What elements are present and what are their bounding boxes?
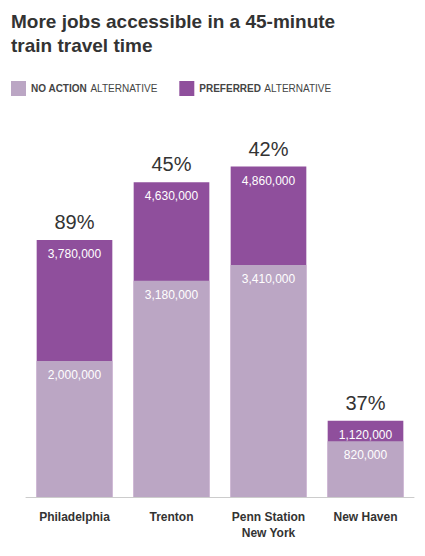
svg-text:PREFERRED: PREFERRED: [199, 83, 261, 94]
svg-text:4,630,000: 4,630,000: [145, 189, 199, 203]
svg-text:3,180,000: 3,180,000: [145, 288, 199, 302]
svg-text:More jobs accessible in a 45-m: More jobs accessible in a 45-minute: [11, 11, 335, 32]
svg-text:NO ACTION: NO ACTION: [31, 83, 87, 94]
svg-text:New Haven: New Haven: [333, 510, 397, 524]
svg-text:Trenton: Trenton: [150, 510, 194, 524]
svg-text:2,000,000: 2,000,000: [48, 368, 102, 382]
svg-text:45%: 45%: [151, 153, 191, 175]
svg-text:3,780,000: 3,780,000: [48, 247, 102, 261]
svg-text:Penn Station: Penn Station: [232, 510, 305, 524]
svg-text:ALTERNATIVE: ALTERNATIVE: [264, 83, 331, 94]
svg-text:4,860,000: 4,860,000: [242, 174, 296, 188]
svg-text:1,120,000: 1,120,000: [339, 428, 393, 442]
svg-text:New York: New York: [242, 526, 296, 540]
svg-text:Philadelphia: Philadelphia: [39, 510, 110, 524]
svg-text:3,410,000: 3,410,000: [242, 272, 296, 286]
svg-text:ALTERNATIVE: ALTERNATIVE: [90, 83, 157, 94]
svg-text:37%: 37%: [345, 392, 385, 414]
svg-text:820,000: 820,000: [344, 448, 388, 462]
svg-text:89%: 89%: [54, 211, 94, 233]
svg-text:42%: 42%: [248, 138, 288, 160]
svg-text:train travel time: train travel time: [11, 35, 153, 56]
